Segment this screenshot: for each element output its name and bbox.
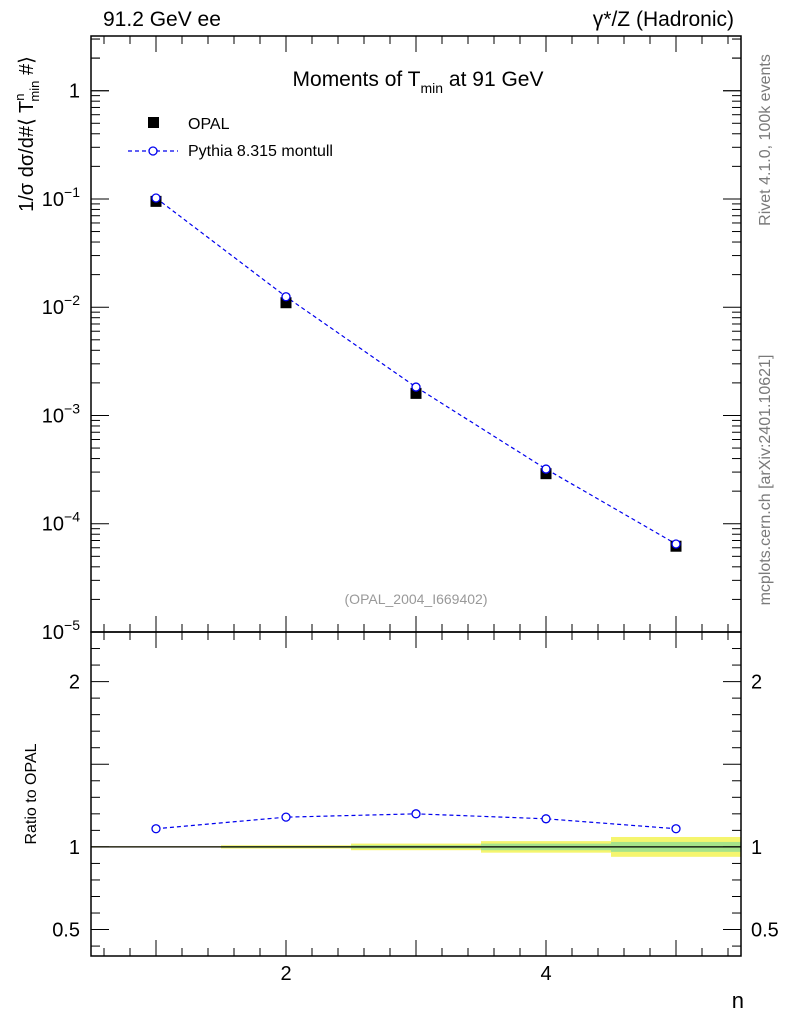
ratio-pythia-point — [151, 824, 161, 834]
header-process-label: 91.2 GeV ee — [103, 8, 221, 31]
ratio-y-tick-label-right: 0.5 — [751, 920, 779, 942]
ratio-pythia-point — [541, 814, 551, 824]
x-tick-label: 4 — [540, 963, 551, 985]
header-channel-label: γ*/Z (Hadronic) — [592, 8, 734, 31]
pythia-data-point — [671, 539, 681, 549]
y-tick-label: 10−1 — [42, 184, 80, 211]
main-y-tick-labels: 10−5 10−4 10−3 10−2 10−1 1 — [42, 81, 80, 644]
pythia-data-point — [281, 292, 291, 302]
y-tick-label: 10−3 — [42, 400, 80, 427]
legend: OPAL Pythia 8.315 montull — [128, 116, 333, 160]
ratio-uncertainty-bands — [91, 836, 741, 857]
main-axis-ticks — [91, 36, 741, 633]
legend-opal-label: OPAL — [188, 116, 230, 133]
ratio-y-tick-label: 0.5 — [52, 920, 80, 942]
legend-opal-marker — [148, 117, 159, 128]
ratio-plot-frame — [90, 631, 742, 957]
y-tick-label: 10−5 — [42, 617, 80, 644]
ratio-pythia-point — [411, 809, 421, 819]
opal-data-point — [410, 387, 422, 399]
main-data-series — [150, 193, 682, 552]
ratio-y-tick-label-right: 1 — [751, 837, 762, 859]
ratio-axis-ticks — [91, 631, 741, 956]
pythia-data-point — [151, 193, 161, 203]
analysis-id-label: (OPAL_2004_I669402) — [345, 591, 488, 607]
ratio-y-tick-label-right: 2 — [751, 672, 762, 694]
ratio-y-tick-labels: 0.5 0.5 1 1 2 2 — [52, 672, 779, 942]
legend-pythia-marker — [148, 146, 158, 156]
ratio-pythia-point — [281, 812, 291, 822]
pythia-data-point — [411, 382, 421, 392]
pythia-line — [155, 197, 677, 545]
chart-title: Moments of Tmin at 91 GeV — [293, 68, 544, 96]
pythia-data-point — [541, 464, 551, 474]
legend-pythia-label: Pythia 8.315 montull — [188, 143, 333, 160]
y-tick-label: 10−2 — [42, 292, 80, 319]
ratio-data-series — [151, 809, 681, 834]
y-axis-label: 1/σ dσ/d#⟨ Tnmin #⟩ — [12, 56, 42, 212]
ratio-y-tick-label: 2 — [69, 672, 80, 694]
y-tick-label: 10−4 — [42, 509, 80, 536]
ratio-y-tick-label: 1 — [69, 837, 80, 859]
ratio-pythia-point — [671, 824, 681, 834]
x-tick-label: 2 — [280, 963, 291, 985]
opal-data-point — [280, 297, 292, 309]
ratio-y-axis-label: Ratio to OPAL — [23, 743, 40, 844]
x-axis-label: n — [731, 988, 744, 1013]
main-plot-panel: 10−5 10−4 10−3 10−2 10−1 1 Moments of Tmin at… — [12, 35, 742, 644]
y-tick-label: 1 — [69, 81, 80, 103]
